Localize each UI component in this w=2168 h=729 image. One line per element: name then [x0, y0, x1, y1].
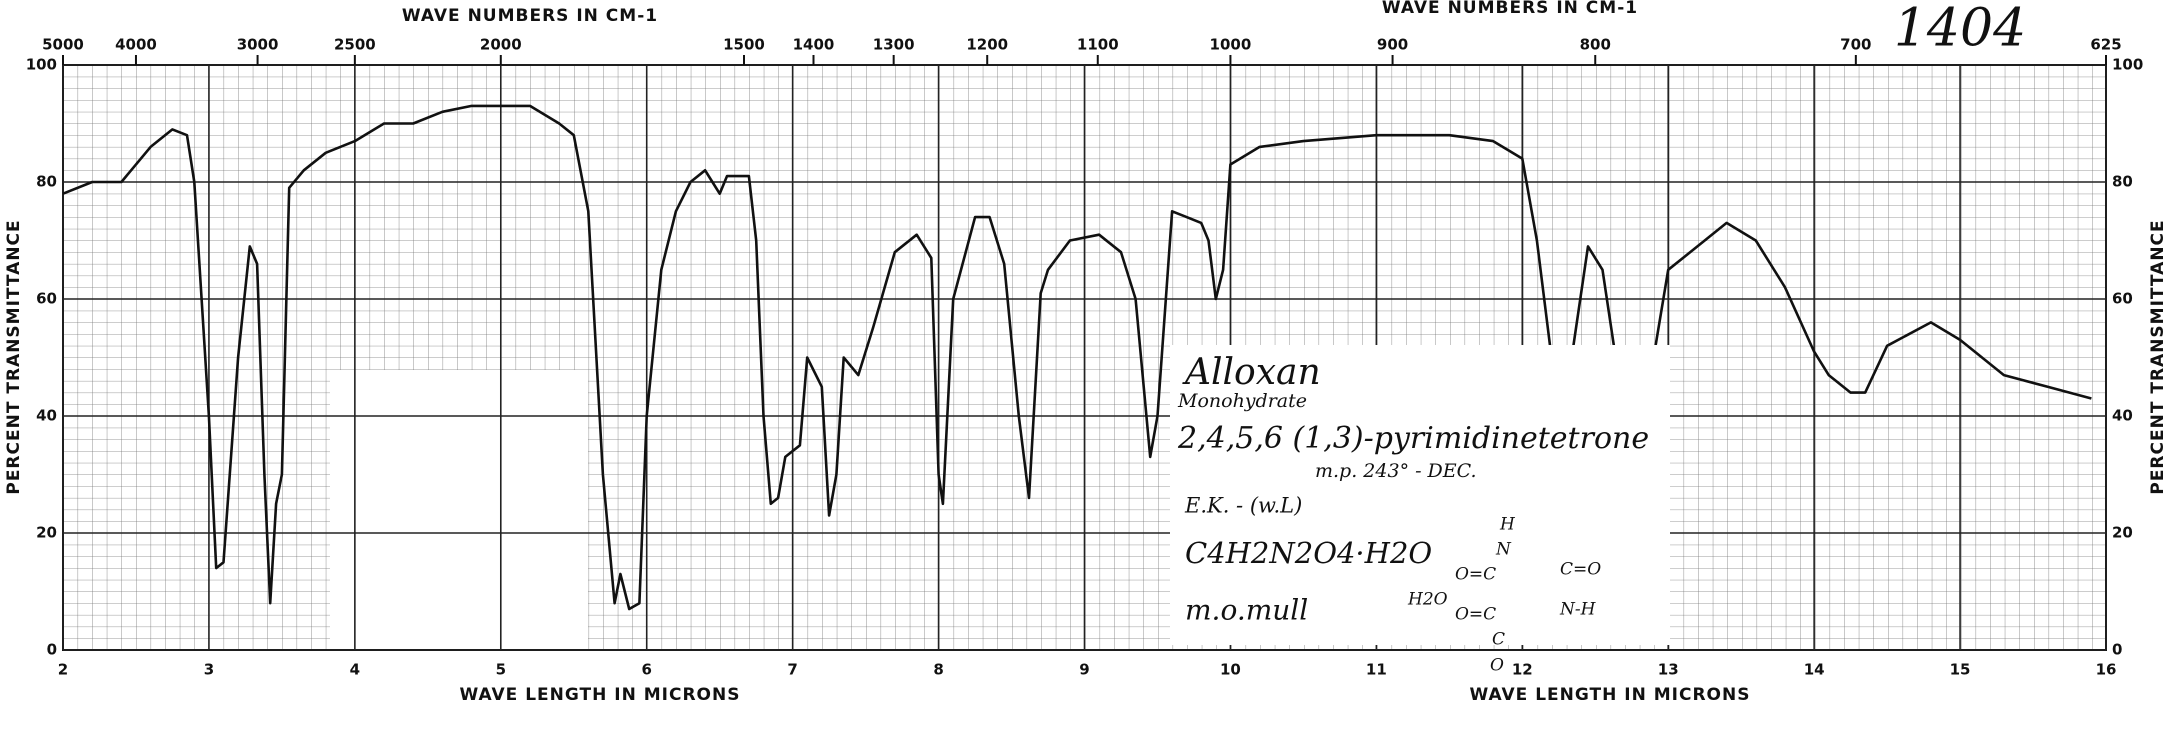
- x-tick-label: 2: [58, 661, 68, 679]
- x2-tick-label: 1100: [1077, 36, 1119, 54]
- x2-axis-title: WAVE NUMBERS IN CM-1: [1382, 0, 1638, 18]
- structure-label: C: [1492, 630, 1505, 650]
- annotation: 2,4,5,6 (1,3)-pyrimidinetetrone: [1177, 421, 1649, 456]
- x2-tick-label: 2500: [334, 36, 376, 54]
- x-tick-label: 5: [496, 661, 506, 679]
- y-tick-label: 80: [36, 173, 57, 191]
- x-axis-title: WAVE LENGTH IN MICRONS: [460, 685, 741, 705]
- x-tick-label: 14: [1804, 661, 1825, 679]
- x2-tick-label: 3000: [237, 36, 279, 54]
- y-axis-title: PERCENT TRANSMITTANCE: [4, 219, 24, 494]
- y-tick-label: 40: [36, 407, 57, 425]
- x-tick-label: 16: [2096, 661, 2117, 679]
- structure-label: H2O: [1407, 590, 1448, 610]
- structure-label: O=C: [1455, 605, 1496, 625]
- x-tick-label: 15: [1950, 661, 1971, 679]
- x-tick-label: 8: [933, 661, 943, 679]
- annotation: Monohydrate: [1177, 390, 1307, 412]
- y-tick-label: 0: [2112, 641, 2122, 659]
- structure-label: C=O: [1560, 560, 1601, 580]
- y-tick-label: 80: [2112, 173, 2133, 191]
- x2-tick-label: 700: [1840, 36, 1871, 54]
- x-tick-label: 13: [1658, 661, 1679, 679]
- annotation-card: [1170, 345, 1670, 645]
- y-tick-label: 0: [47, 641, 57, 659]
- annotation: E.K. - (w.L): [1184, 494, 1302, 518]
- y-tick-label: 20: [36, 524, 57, 542]
- x2-tick-label: 4000: [115, 36, 157, 54]
- y-tick-label: 60: [36, 290, 57, 308]
- x-tick-label: 4: [350, 661, 360, 679]
- y-tick-label: 20: [2112, 524, 2133, 542]
- x2-tick-label: 1400: [793, 36, 835, 54]
- annotation: C4H2N2O4·H2O: [1185, 536, 1432, 570]
- y-tick-label: 40: [2112, 407, 2133, 425]
- structure-label: O: [1490, 656, 1504, 676]
- structure-label: O=C: [1455, 565, 1496, 585]
- x2-axis-title: WAVE NUMBERS IN CM-1: [402, 6, 658, 26]
- x2-tick-label: 2000: [480, 36, 522, 54]
- x-tick-label: 7: [787, 661, 797, 679]
- x-tick-label: 3: [204, 661, 214, 679]
- y-tick-label: 100: [2112, 56, 2143, 74]
- x2-tick-label: 625: [2090, 36, 2121, 54]
- annotation: m.p. 243° - DEC.: [1315, 460, 1477, 482]
- y-tick-label: 100: [26, 56, 57, 74]
- x2-tick-label: 900: [1377, 36, 1408, 54]
- y-tick-label: 60: [2112, 290, 2133, 308]
- y-axis-title: PERCENT TRANSMITTANCE: [2148, 219, 2168, 494]
- annotation: Alloxan: [1182, 352, 1321, 393]
- x2-tick-label: 1000: [1210, 36, 1252, 54]
- x2-tick-label: 1300: [873, 36, 915, 54]
- spectrum-line: [62, 104, 2092, 611]
- x2-tick-label: 800: [1580, 36, 1611, 54]
- spectrum-number: 1404: [1894, 0, 2026, 59]
- x-tick-label: 11: [1366, 661, 1387, 679]
- x-tick-label: 9: [1079, 661, 1089, 679]
- blank-patch: [330, 370, 588, 650]
- x2-tick-label: 1500: [723, 36, 765, 54]
- x-tick-label: 10: [1220, 661, 1241, 679]
- x-tick-label: 12: [1512, 661, 1533, 679]
- structure-label: H: [1499, 515, 1516, 535]
- x-axis-title: WAVE LENGTH IN MICRONS: [1470, 685, 1751, 705]
- x2-tick-label: 5000: [42, 36, 84, 54]
- x2-tick-label: 1200: [966, 36, 1008, 54]
- structure-label: N: [1495, 540, 1512, 560]
- x-tick-label: 6: [641, 661, 651, 679]
- annotation: m.o.mull: [1185, 594, 1308, 627]
- structure-label: N-H: [1559, 600, 1597, 620]
